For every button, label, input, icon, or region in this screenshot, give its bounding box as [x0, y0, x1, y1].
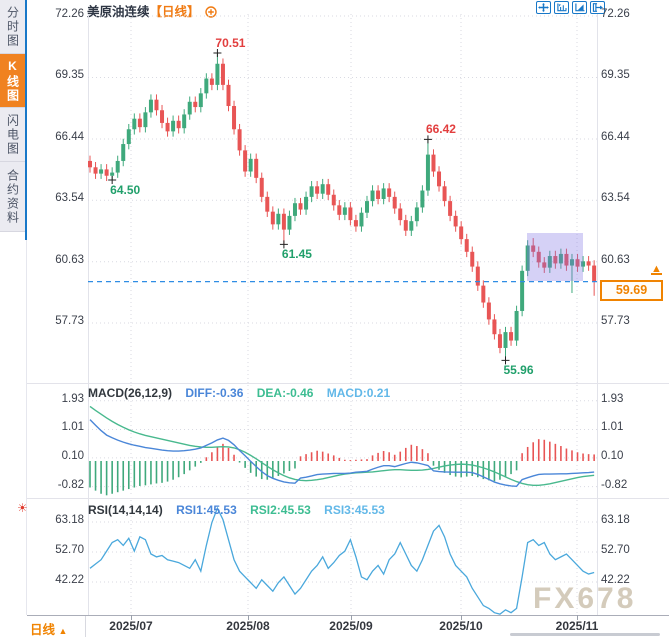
price-annotation: 64.50	[110, 182, 141, 197]
rsi-title: RSI(14,14,14)	[88, 503, 163, 517]
macd-y-label: 1.01	[61, 421, 84, 434]
x-axis-label: 2025/08	[226, 619, 270, 633]
price-annotation: 55.96	[503, 363, 534, 378]
sidebar-tab-4[interactable]: 合约资料	[0, 162, 26, 232]
sidebar-divider	[26, 0, 27, 615]
sidebar-tab-2[interactable]: K线图	[0, 54, 26, 108]
zoom-in-icon[interactable]	[572, 1, 587, 14]
panel-separator-rsi	[27, 498, 669, 499]
x-axis-tick	[461, 615, 462, 620]
rsi2-value: RSI2:45.53	[250, 503, 311, 517]
timeframe-tag: 【日线】	[149, 5, 200, 19]
macd-diff-value: DIFF:-0.36	[185, 386, 244, 400]
macd-y-label-right: 0.10	[601, 449, 624, 462]
rsi-y-label-right: 63.18	[601, 514, 630, 526]
macd-y-label: 1.93	[61, 392, 84, 405]
rsi1-value: RSI1:45.53	[176, 503, 237, 517]
main-y-label: 60.63	[55, 253, 84, 266]
rsi3-value: RSI3:45.53	[324, 503, 385, 517]
plot-right-border	[597, 14, 598, 615]
rsi-y-label-right: 42.22	[601, 574, 630, 586]
main-y-label-right: 57.73	[601, 315, 630, 328]
sidebar-tab-1[interactable]: 分时图	[0, 0, 26, 54]
zoom-out-icon[interactable]	[554, 1, 569, 14]
chart-toolbar	[536, 1, 605, 14]
main-y-label: 72.26	[55, 8, 84, 20]
price-annotation: 70.51	[215, 35, 246, 50]
macd-y-label-right: 1.01	[601, 421, 624, 434]
plot-left-border	[88, 14, 89, 615]
main-y-label-right: 60.63	[601, 253, 630, 266]
rsi-y-label: 63.18	[55, 514, 84, 526]
main-y-label-right: 72.26	[601, 8, 630, 20]
main-y-label-right: 69.35	[601, 69, 630, 82]
horizontal-scrollbar[interactable]	[510, 633, 660, 636]
sidebar: 分时图 K线图 闪电图 合约资料	[0, 0, 26, 637]
candlestick-panel[interactable]	[88, 14, 597, 383]
main-y-label: 57.73	[55, 315, 84, 328]
x-axis-label: 2025/10	[439, 619, 483, 633]
x-axis-line	[27, 615, 669, 616]
chart-title: 美原油连续【日线】	[87, 1, 217, 21]
rsi-y-label: 42.22	[55, 574, 84, 586]
macd-header: MACD(26,12,9) DIFF:-0.36 DEA:-0.46 MACD:…	[88, 386, 390, 400]
export-icon[interactable]	[590, 1, 605, 14]
panel-separator-macd	[27, 383, 669, 384]
sidebar-tab-3[interactable]: 闪电图	[0, 108, 26, 162]
rsi-y-label-right: 52.70	[601, 544, 630, 556]
watermark: FX678	[533, 582, 637, 615]
x-axis-label: 2025/07	[109, 619, 153, 633]
macd-y-label: 0.10	[61, 449, 84, 462]
main-y-label-right: 66.44	[601, 130, 630, 143]
x-axis-tick	[577, 615, 578, 620]
rsi-panel[interactable]	[88, 500, 597, 615]
macd-dea-value: DEA:-0.46	[256, 386, 314, 400]
main-y-label-right: 63.54	[601, 192, 630, 205]
macd-macd-value: MACD:0.21	[326, 386, 391, 400]
macd-y-label-right: 1.93	[601, 392, 624, 405]
macd-panel[interactable]	[88, 385, 597, 497]
price-annotation: 61.45	[281, 247, 312, 262]
current-price-badge: 59.69	[600, 280, 663, 301]
rsi-header: RSI(14,14,14) RSI1:45.53 RSI2:45.53 RSI3…	[88, 503, 385, 517]
x-axis-label: 2025/11	[555, 619, 599, 633]
bottom-bar-divider	[85, 616, 86, 637]
latest-price-arrow[interactable]: ▲	[651, 263, 662, 275]
crosshair-icon[interactable]	[536, 1, 551, 14]
timeframe-arrow-icon: ▲	[58, 626, 68, 636]
x-axis-label: 2025/09	[329, 619, 373, 633]
main-y-label: 66.44	[55, 130, 84, 143]
sun-icon[interactable]: ☀	[17, 501, 28, 515]
rsi-y-label: 52.70	[55, 544, 84, 556]
x-axis-tick	[351, 615, 352, 620]
sidebar-accent-border	[25, 0, 27, 240]
timeframe-selector-button[interactable]: 日线 ▲	[30, 619, 67, 637]
price-annotation: 66.42	[425, 122, 456, 137]
macd-title: MACD(26,12,9)	[88, 386, 173, 400]
main-y-label: 69.35	[55, 69, 84, 82]
add-indicator-icon[interactable]	[205, 6, 217, 21]
symbol-name: 美原油连续	[87, 5, 150, 19]
main-y-label: 63.54	[55, 192, 84, 205]
x-axis-tick	[131, 615, 132, 620]
timeframe-label: 日线	[30, 623, 56, 637]
x-axis-tick	[248, 615, 249, 620]
macd-y-label: -0.82	[57, 478, 84, 491]
macd-y-label-right: -0.82	[601, 478, 628, 491]
